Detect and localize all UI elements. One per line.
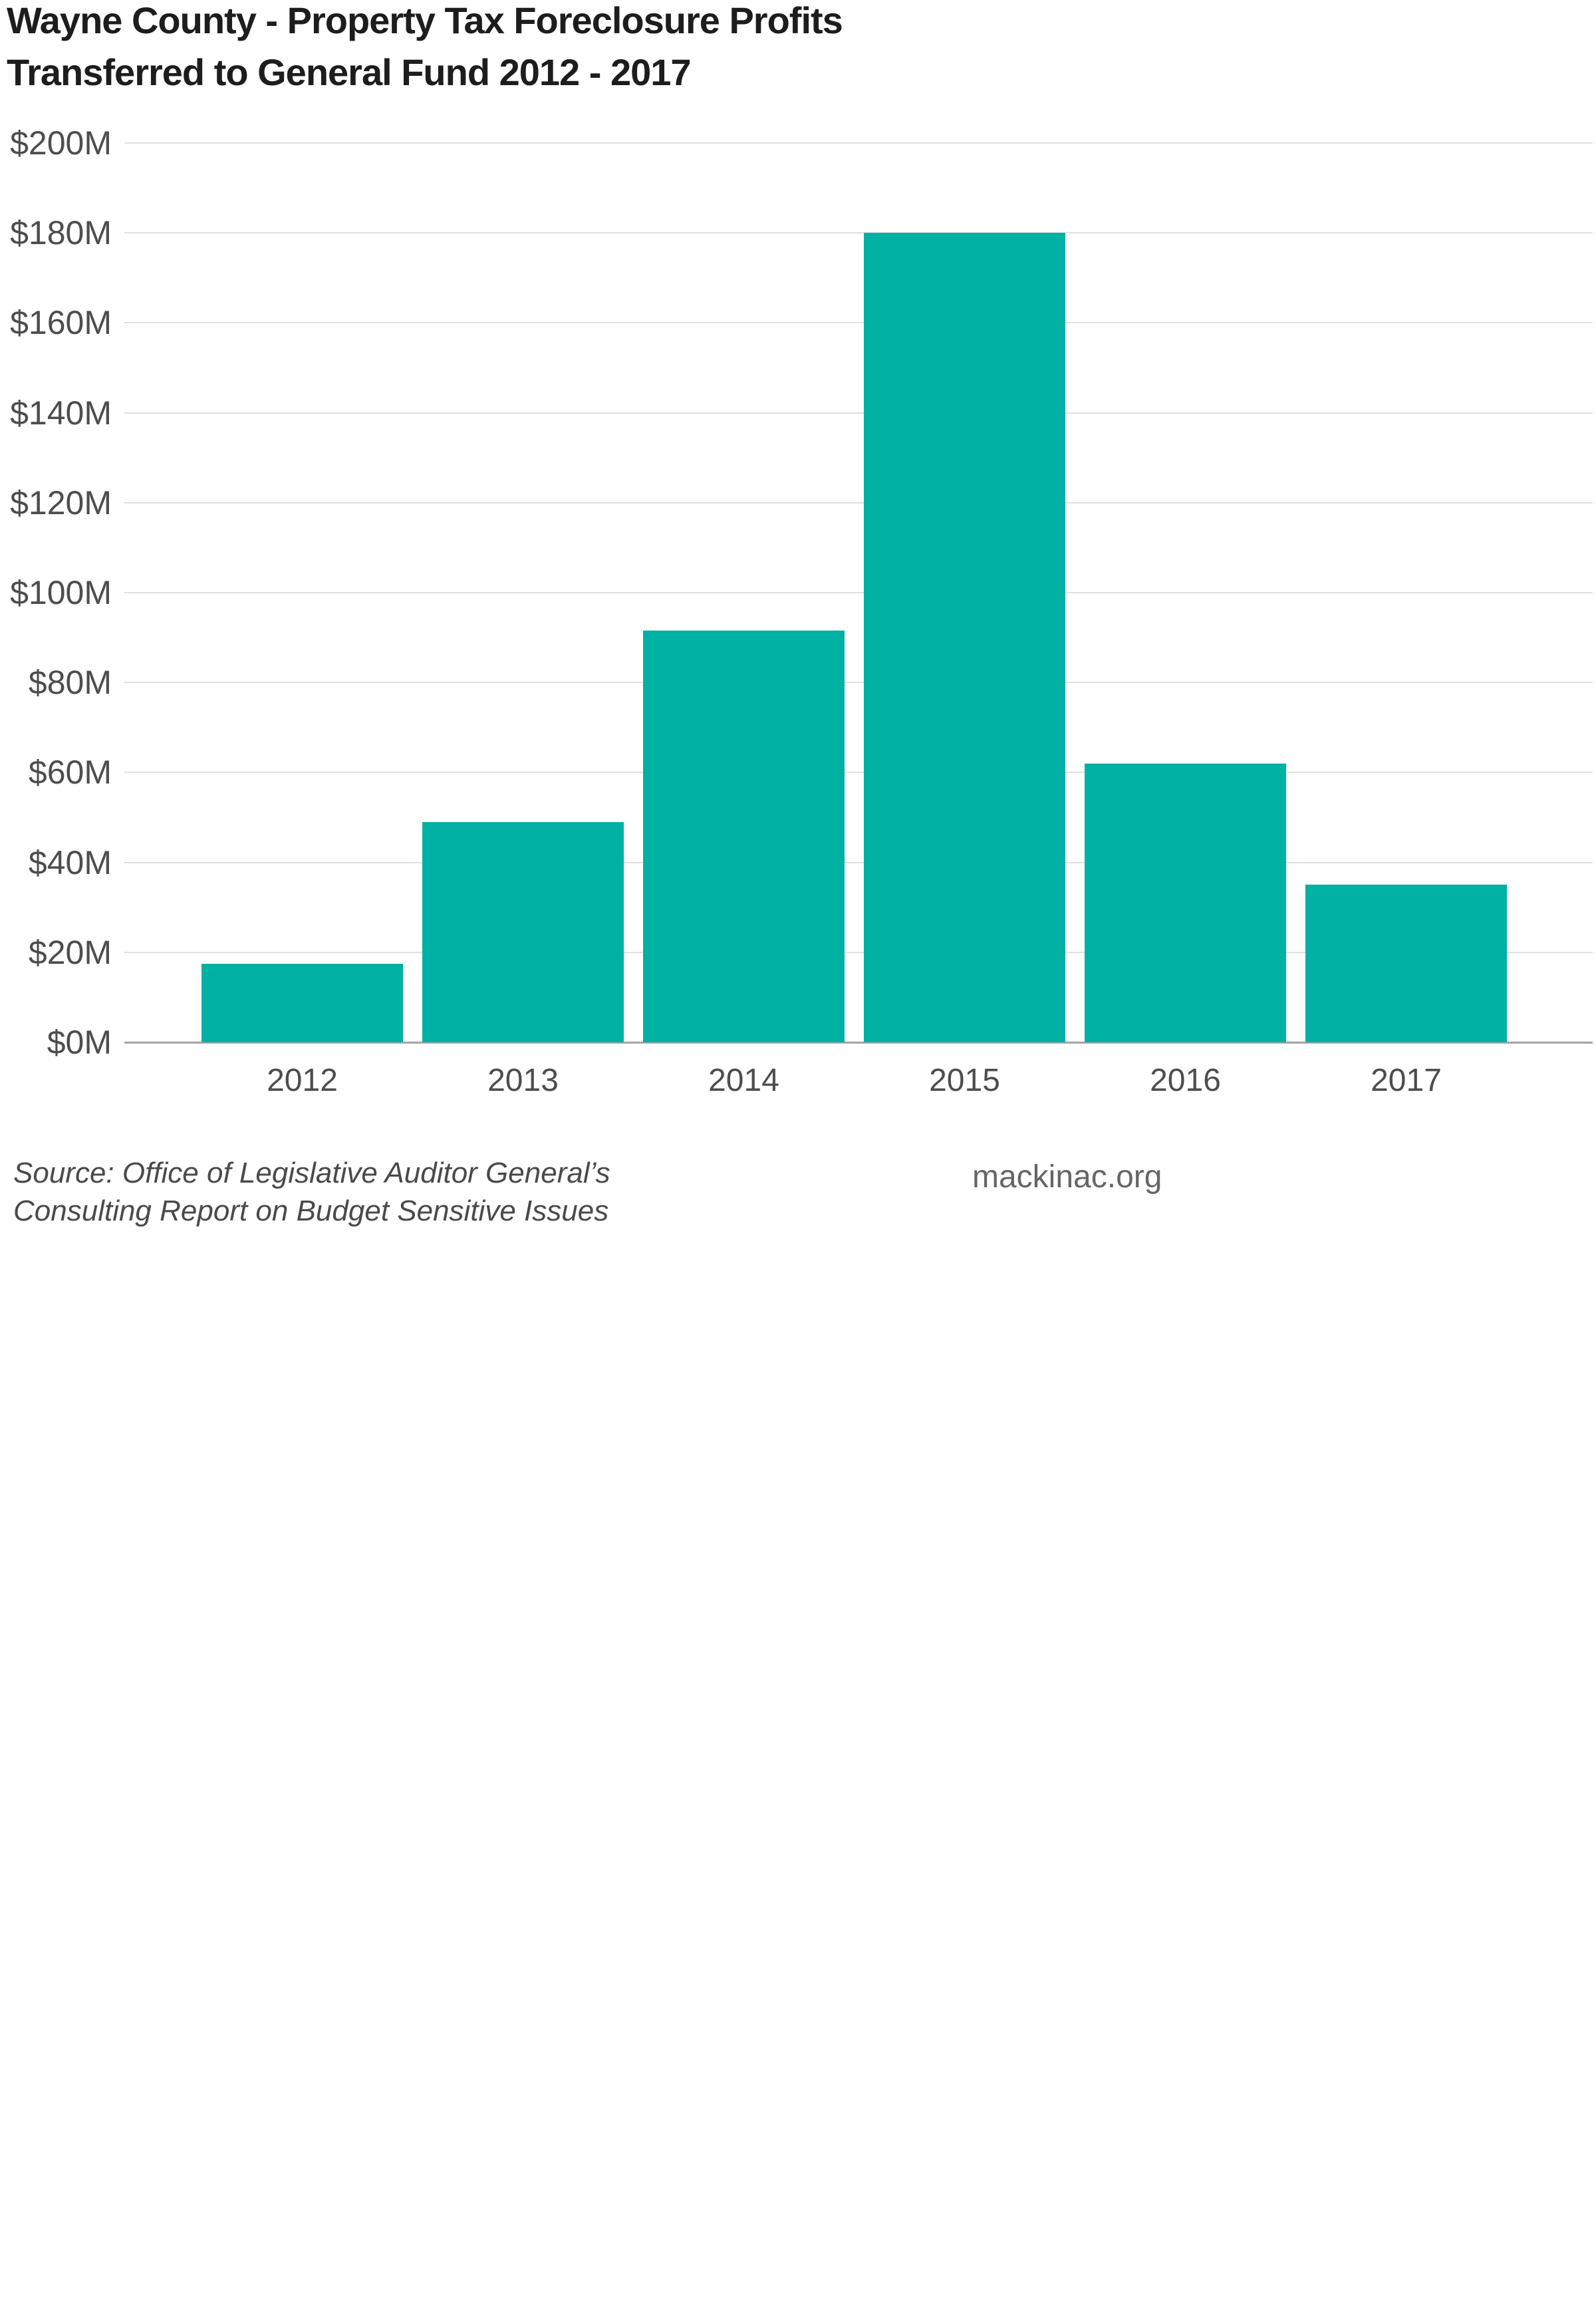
chart-title: Wayne County - Property Tax Foreclosure …: [7, 0, 843, 98]
gridline-$40M: [124, 861, 1593, 863]
bar-2013: [422, 822, 624, 1042]
gridline-$20M: [124, 951, 1593, 953]
mackinac-center-logo: MACKINAC CENTER F O R P U B L I C P O L …: [1283, 1117, 1589, 1197]
x-axis-baseline: [124, 1042, 1593, 1044]
y-tick-label-$80M: $80M: [28, 664, 112, 702]
y-tick-label-$180M: $180M: [10, 214, 112, 252]
x-tick-label-2013: 2013: [487, 1063, 559, 1098]
x-tick-label-2017: 2017: [1371, 1063, 1442, 1098]
y-tick-label-$140M: $140M: [10, 394, 112, 432]
x-tick-label-2014: 2014: [708, 1063, 779, 1098]
y-tick-label-$0M: $0M: [47, 1024, 112, 1061]
gridline-$140M: [124, 412, 1593, 414]
source-note-line2: Consulting Report on Budget Sensitive Is…: [13, 1195, 609, 1227]
x-tick-label-2016: 2016: [1150, 1063, 1221, 1098]
y-tick-label-$160M: $160M: [10, 304, 112, 342]
y-tick-label-$100M: $100M: [10, 574, 112, 611]
chart-title-line2: Transferred to General Fund 2012 - 2017: [7, 51, 692, 93]
chart-title-line1: Wayne County - Property Tax Foreclosure …: [7, 0, 843, 41]
website-url: mackinac.org: [972, 1159, 1162, 1195]
gridline-$80M: [124, 682, 1593, 684]
y-tick-label-$120M: $120M: [10, 484, 112, 521]
y-tick-label-$40M: $40M: [28, 843, 112, 881]
bar-2012: [201, 964, 403, 1042]
y-tick-label-$60M: $60M: [28, 754, 112, 792]
gridline-$120M: [124, 502, 1593, 504]
bar-2015: [864, 233, 1065, 1042]
gridline-$60M: [124, 772, 1593, 774]
x-tick-label-2015: 2015: [929, 1063, 1000, 1098]
x-tick-label-2012: 2012: [267, 1063, 338, 1098]
chart-page: { "title": { "line1": "Wayne County - Pr…: [7, 0, 1593, 1227]
y-tick-label-$20M: $20M: [28, 933, 112, 971]
bar-2014: [643, 631, 845, 1042]
source-note-line1: Source: Office of Legislative Auditor Ge…: [13, 1157, 610, 1189]
gridline-$200M: [124, 142, 1593, 144]
bar-2017: [1305, 885, 1507, 1042]
gridline-$100M: [124, 592, 1593, 593]
gridline-$160M: [124, 322, 1593, 324]
bar-2016: [1085, 764, 1286, 1042]
gridline-$180M: [124, 232, 1593, 234]
y-tick-label-$200M: $200M: [10, 124, 112, 162]
